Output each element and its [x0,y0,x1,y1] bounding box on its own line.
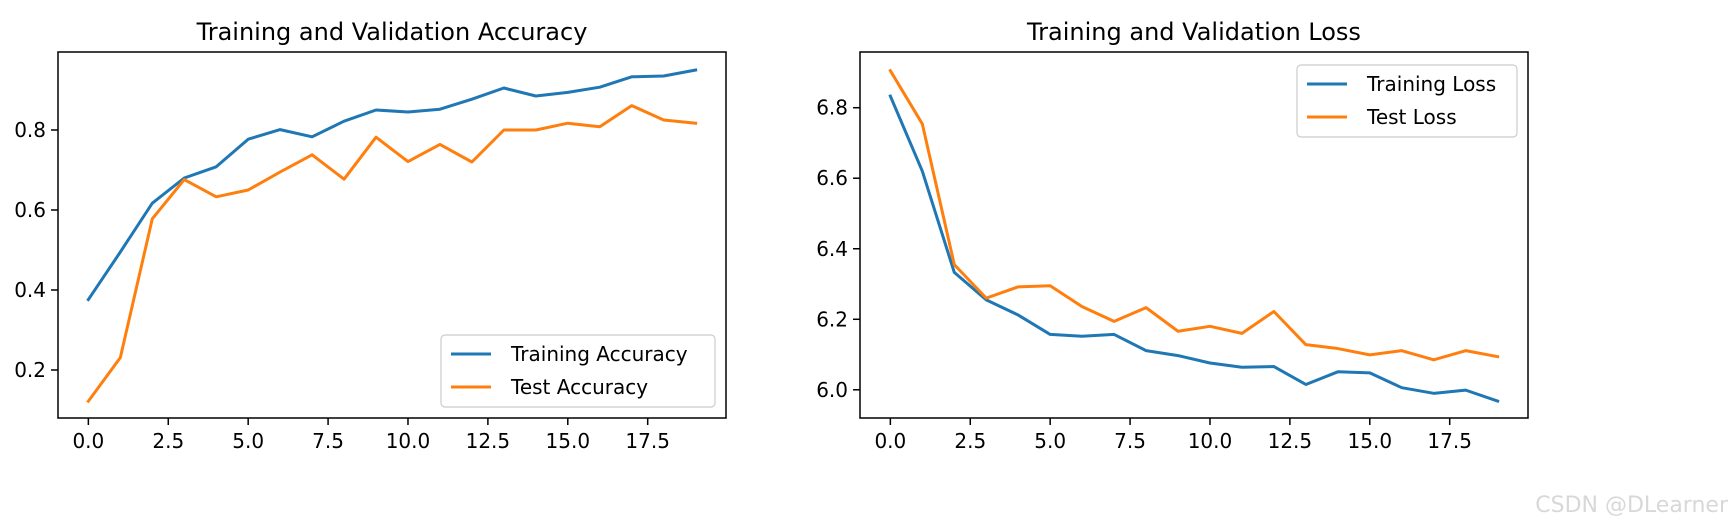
x-tick-label: 5.0 [1034,429,1066,453]
x-tick-label: 5.0 [232,429,264,453]
series-line-training-loss [888,94,1500,403]
accuracy-chart: Training and Validation Accuracy 0.0 2.5 5.… [14,18,727,453]
x-tick-label: 15.0 [546,429,591,453]
y-tick-label: 6.6 [816,166,848,190]
series-line-test-loss [888,68,1500,362]
x-tick-label: 12.5 [466,429,511,453]
y-tick-label: 0.8 [14,118,46,142]
axes-frame [57,51,727,419]
x-tick-label: 7.5 [1114,429,1146,453]
x-tick-label: 0.0 [874,429,906,453]
y-tick-label: 0.2 [14,358,46,382]
x-tick-label: 7.5 [312,429,344,453]
y-tick-label: 6.0 [816,378,848,402]
legend-label: Training Loss [1366,72,1496,96]
y-tick-label: 0.6 [14,198,46,222]
y-tick-label: 6.4 [816,237,848,261]
legend-label: Test Accuracy [510,375,648,399]
x-tick-label: 15.0 [1348,429,1393,453]
chart-title: Training and Validation Loss [1026,18,1361,46]
x-tick-label: 12.5 [1268,429,1313,453]
x-tick-label: 17.5 [625,429,670,453]
x-tick-label: 0.0 [72,429,104,453]
x-tick-label: 17.5 [1427,429,1472,453]
x-tick-label: 10.0 [386,429,431,453]
watermark-text: CSDN @DLearner [1535,493,1729,518]
series-line-test-accuracy [86,104,698,404]
loss-chart: Training and Validation Loss 0.0 2.5 5.0 7.5… [816,18,1529,453]
y-tick-label: 0.4 [14,278,46,302]
legend-box [1296,64,1518,138]
legend-label: Test Loss [1366,105,1457,129]
y-tick-label: 6.8 [816,96,848,120]
x-tick-label: 2.5 [954,429,986,453]
x-tick-label: 10.0 [1188,429,1233,453]
chart-title: Training and Validation Accuracy [196,18,588,46]
series-line-training-accuracy [86,68,698,302]
legend-box [440,334,716,408]
legend: Training Accuracy Test Accuracy [440,334,716,408]
axes-frame [859,51,1529,419]
legend: Training Loss Test Loss [1296,64,1518,138]
x-tick-label: 2.5 [152,429,184,453]
y-tick-label: 6.2 [816,307,848,331]
legend-label: Training Accuracy [510,342,688,366]
